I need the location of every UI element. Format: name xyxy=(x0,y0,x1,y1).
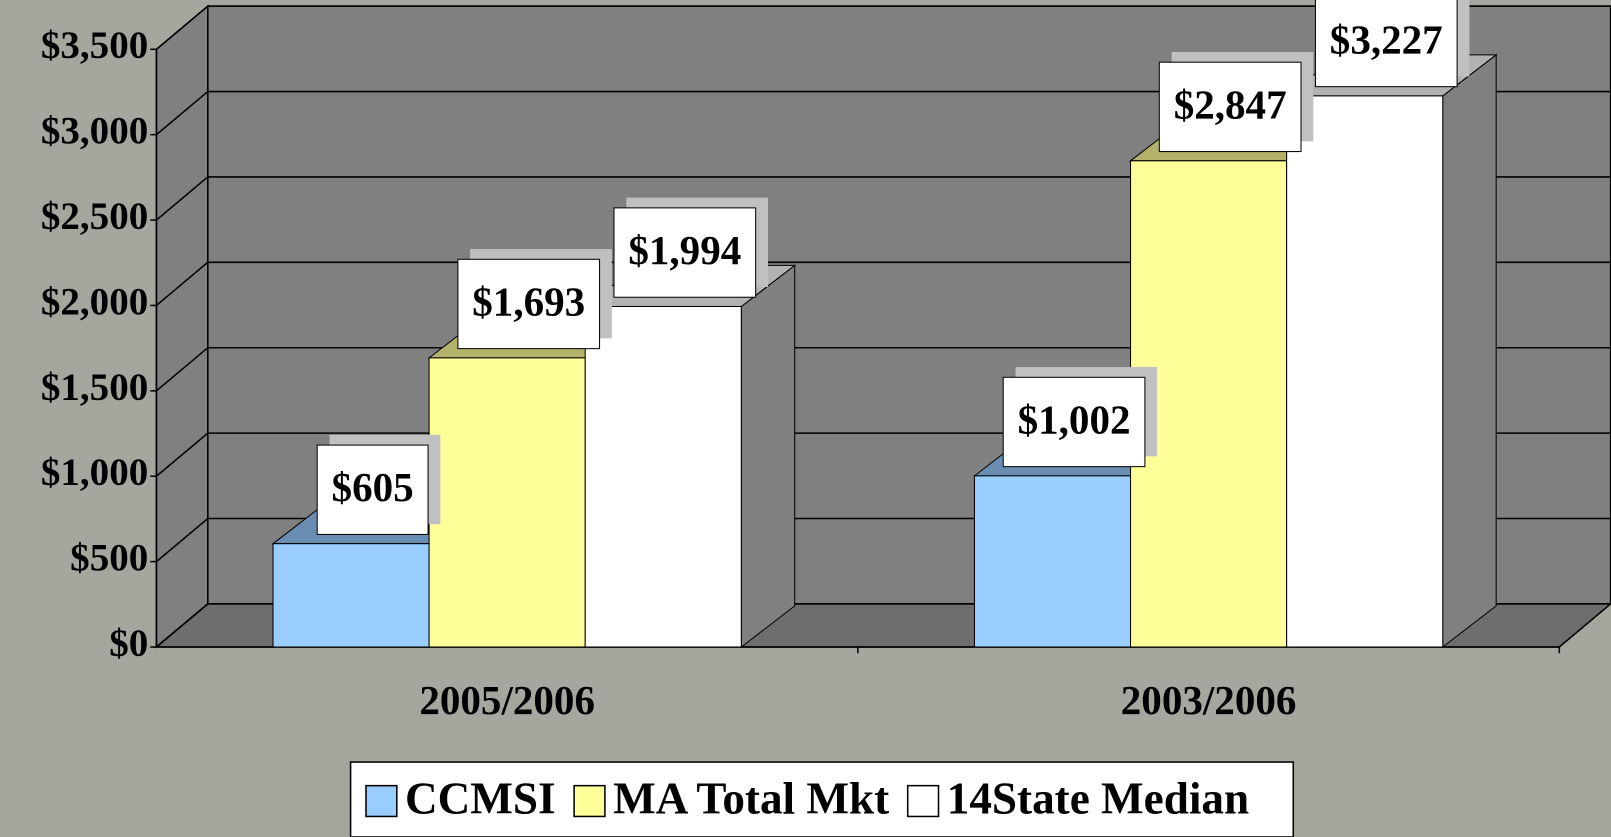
x-tick-label: 2005/2006 xyxy=(419,677,595,723)
bar-front xyxy=(584,305,742,648)
value-label: $605 xyxy=(332,464,414,510)
value-label-box xyxy=(1158,61,1302,153)
value-label: $1,693 xyxy=(472,278,585,324)
value-label: $3,227 xyxy=(1330,16,1443,62)
y-tick-label: $1,500 xyxy=(41,366,148,409)
y-tick-label: $3,000 xyxy=(41,110,148,153)
legend-swatch xyxy=(365,784,398,818)
legend-swatch xyxy=(906,784,940,818)
value-label-box xyxy=(316,444,429,535)
grid-line xyxy=(155,5,1611,50)
bar xyxy=(583,264,797,649)
y-tick-label: $500 xyxy=(70,537,148,580)
bar xyxy=(1285,53,1498,649)
value-label-box xyxy=(457,258,601,350)
value-label-box xyxy=(613,207,757,298)
y-tick-label: $2,000 xyxy=(41,280,148,323)
legend-box xyxy=(349,761,1295,837)
bar-front xyxy=(428,357,586,648)
legend-label: CCMSI xyxy=(405,773,556,823)
grid-line xyxy=(155,90,1611,136)
value-label: $2,847 xyxy=(1174,81,1287,127)
value-label: $1,994 xyxy=(628,227,741,273)
value-label-box xyxy=(1314,0,1458,88)
legend-label: MA Total Mkt xyxy=(613,773,889,823)
bar-side xyxy=(740,264,796,649)
legend-swatch xyxy=(573,784,606,818)
bar-front xyxy=(272,543,430,648)
value-label: $1,002 xyxy=(1018,396,1131,442)
side-wall xyxy=(155,4,209,649)
legend-label: 14State Median xyxy=(947,773,1249,823)
y-tick-label: $0 xyxy=(109,622,148,665)
y-tick-label: $3,500 xyxy=(41,24,148,67)
bar-front xyxy=(1286,95,1444,648)
bar-front xyxy=(973,475,1132,648)
value-label-box xyxy=(1002,376,1146,468)
x-tick-label: 2003/2006 xyxy=(1121,677,1297,723)
bar-side xyxy=(1442,53,1497,649)
y-tick-label: $1,000 xyxy=(41,451,148,494)
y-tick-label: $2,500 xyxy=(41,195,148,238)
